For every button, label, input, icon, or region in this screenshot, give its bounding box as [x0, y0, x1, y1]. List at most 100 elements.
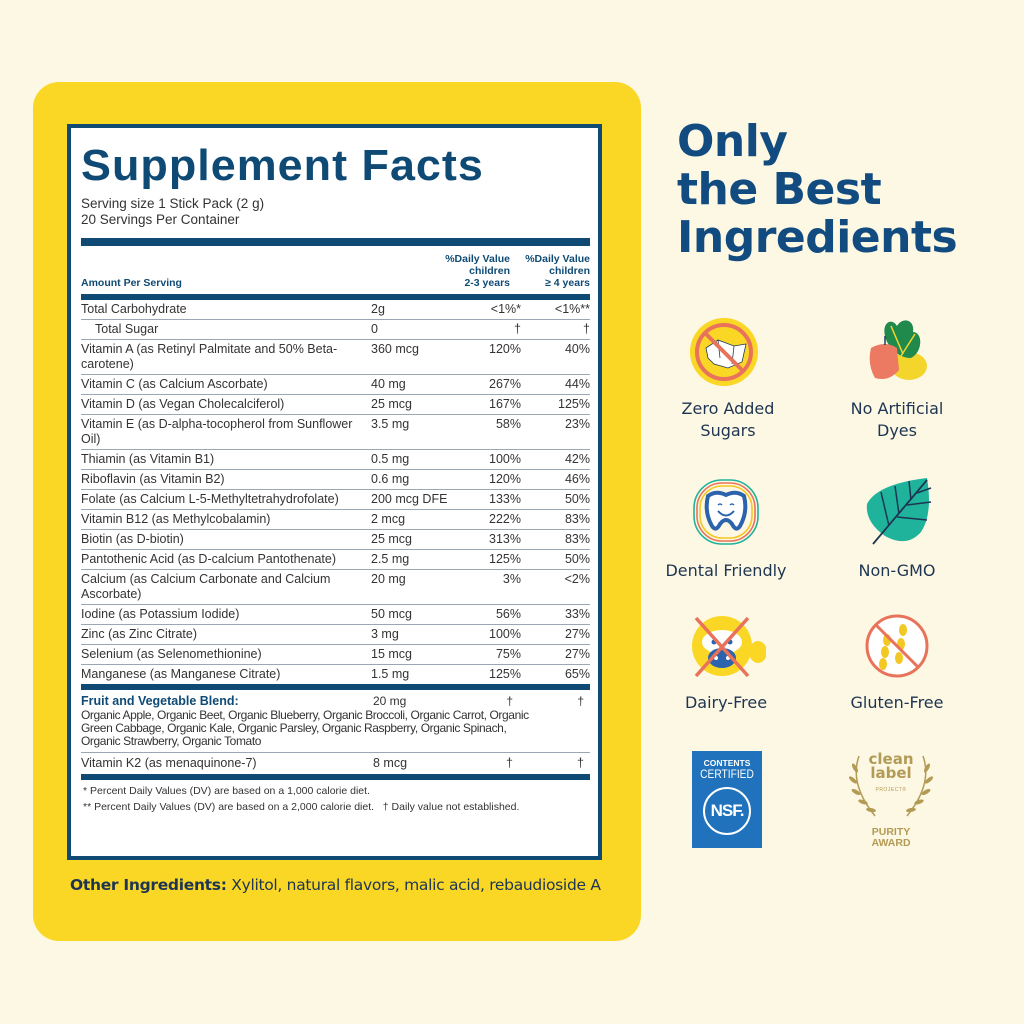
footnote-2: ** Percent Daily Values (DV) are based o…: [83, 801, 520, 813]
nutrient-name: Riboflavin (as Vitamin B2): [81, 472, 225, 486]
nutrient-dv-2-3: 125%: [489, 552, 521, 566]
nutrient-dv-2-3: 100%: [489, 627, 521, 641]
nutrient-name: Iodine (as Potassium Iodide): [81, 607, 240, 621]
nutrient-name: Vitamin C (as Calcium Ascorbate): [81, 377, 268, 391]
nutrient-dv-2-3: 222%: [489, 512, 521, 526]
feature-no-artificial-dyes: No Artificial Dyes: [817, 312, 977, 442]
nutrient-dv-2-3: 267%: [489, 377, 521, 391]
nutrient-row: Total Sugar 0 † †: [81, 319, 590, 339]
blend-dv2: †: [577, 694, 584, 708]
nutrient-amount: 50 mcg: [371, 607, 412, 621]
nutrient-amount: 2 mcg: [371, 512, 406, 526]
nutrient-dv-2-3: 120%: [489, 472, 521, 486]
nutrient-name: Vitamin D (as Vegan Cholecalciferol): [81, 397, 285, 411]
nutrient-name: Manganese (as Manganese Citrate): [81, 667, 281, 681]
nutrient-dv-2-3: 125%: [489, 667, 521, 681]
nutrient-row: Vitamin D (as Vegan Cholecalciferol) 25 m…: [81, 394, 590, 414]
footnote-1: * Percent Daily Values (DV) are based on…: [83, 785, 370, 797]
nutrient-dv-4plus: 83%: [564, 512, 590, 526]
nutrient-dv-4plus: 33%: [564, 607, 590, 621]
blend-ingredients: Organic Apple, Organic Beet, Organic Blu…: [81, 708, 529, 748]
nutrient-amount: 360 mcg: [371, 342, 419, 356]
nutrient-dv-2-3: 313%: [489, 532, 521, 546]
nutrient-row: Vitamin B12 (as Methylcobalamin) 2 mcg 222…: [81, 509, 590, 529]
nutrient-amount: 25 mcg: [371, 532, 412, 546]
nutrient-name: Folate (as Calcium L-5-Methyltetrahydrof…: [81, 492, 339, 506]
nutrient-dv-4plus: 46%: [564, 472, 590, 486]
nutrient-dv-4plus: 50%: [564, 492, 590, 506]
divider-mid: [81, 294, 590, 300]
blend-section: Fruit and Vegetable Blend: 20 mg † † Org…: [81, 690, 590, 752]
nutrient-row: Iodine (as Potassium Iodide) 50 mcg 56% 33%: [81, 604, 590, 624]
nutrient-amount: 0: [371, 322, 378, 336]
feature-dairy-free: Dairy-Free: [646, 606, 806, 714]
nutrient-name: Pantothenic Acid (as D-calcium Pantothen…: [81, 552, 336, 566]
nutrient-row: Vitamin A (as Retinyl Palmitate and 50% …: [81, 339, 590, 374]
nutrient-dv-2-3: 133%: [489, 492, 521, 506]
nutrient-name: Total Carbohydrate: [81, 302, 187, 316]
serving-size: Serving size 1 Stick Pack (2 g): [81, 196, 265, 211]
feature-dental-friendly: Dental Friendly: [646, 474, 806, 582]
nutrient-amount: 2.5 mg: [371, 552, 410, 566]
nutrient-dv-2-3: †: [514, 322, 521, 336]
nutrient-row: Selenium (as Selenomethionine) 15 mcg 75% 2…: [81, 644, 590, 664]
servings-per-container: 20 Servings Per Container: [81, 212, 240, 227]
vitamin-k2-row: Vitamin K2 (as menaquinone-7) 8 mcg † †: [81, 752, 590, 774]
nutrient-name: Vitamin E (as D-alpha-tocopherol from Su…: [81, 417, 353, 446]
nutrient-dv-2-3: 167%: [489, 397, 521, 411]
nutrient-rows: Total Carbohydrate 2g <1%* <1%** Total Sugar…: [81, 300, 590, 684]
nsf-logo-icon: NSF.: [703, 787, 751, 835]
fruit-veg-icon: [857, 312, 937, 392]
nutrient-dv-2-3: 120%: [489, 342, 521, 356]
nutrient-dv-2-3: 58%: [495, 417, 521, 431]
label-title: Supplement Facts: [81, 141, 484, 190]
nutrient-dv-4plus: 23%: [564, 417, 590, 431]
nutrient-name: Thiamin (as Vitamin B1): [81, 452, 215, 466]
nutrient-dv-2-3: 75%: [495, 647, 521, 661]
dv-col2-header: %Daily Value children ≥ 4 years: [525, 253, 590, 289]
nutrient-name: Vitamin B12 (as Methylcobalamin): [81, 512, 271, 526]
leaf-icon: [857, 474, 937, 554]
nutrient-name: Vitamin A (as Retinyl Palmitate and 50% …: [81, 342, 338, 371]
nutrient-row: Manganese (as Manganese Citrate) 1.5 mg 12…: [81, 664, 590, 684]
nutrient-dv-2-3: 100%: [489, 452, 521, 466]
table-header: Amount Per Serving %Daily Value children…: [81, 246, 590, 294]
nutrient-dv-4plus: 83%: [564, 532, 590, 546]
nutrient-amount: 1.5 mg: [371, 667, 410, 681]
supplement-facts-label: Supplement Facts Serving size 1 Stick Pa…: [67, 124, 602, 860]
nutrient-row: Thiamin (as Vitamin B1) 0.5 mg 100% 42%: [81, 449, 590, 469]
nutrient-name: Calcium (as Calcium Carbonate and Calciu…: [81, 572, 331, 601]
serving-info: Serving size 1 Stick Pack (2 g) 20 Servi…: [81, 196, 590, 228]
nutrient-amount: 20 mg: [371, 572, 406, 586]
divider-mid: [81, 774, 590, 780]
nutrient-name: Selenium (as Selenomethionine): [81, 647, 262, 661]
nutrient-amount: 15 mcg: [371, 647, 412, 661]
nutrient-dv-4plus: 50%: [564, 552, 590, 566]
other-ingredients-label: Other Ingredients:: [70, 876, 227, 894]
nutrient-dv-2-3: 56%: [495, 607, 521, 621]
nutrient-amount: 40 mg: [371, 377, 406, 391]
nutrient-row: Pantothenic Acid (as D-calcium Pantothen…: [81, 549, 590, 569]
nutrient-dv-4plus: 27%: [564, 627, 590, 641]
nutrient-row: Vitamin E (as D-alpha-tocopherol from Su…: [81, 414, 590, 449]
blend-name: Fruit and Vegetable Blend:: [81, 694, 239, 708]
clean-label-purity-award-badge: clean label PROJECT® PURITY AWARD: [845, 750, 937, 850]
nutrient-row: Zinc (as Zinc Citrate) 3 mg 100% 27%: [81, 624, 590, 644]
nutrient-row: Riboflavin (as Vitamin B2) 0.6 mg 120% 46%: [81, 469, 590, 489]
nutrient-row: Total Carbohydrate 2g <1%* <1%**: [81, 300, 590, 319]
nutrient-amount: 0.6 mg: [371, 472, 410, 486]
nutrient-dv-4plus: 42%: [564, 452, 590, 466]
blend-amount: 20 mg: [373, 694, 407, 708]
nutrient-dv-4plus: 65%: [564, 667, 590, 681]
feature-zero-added-sugars: Zero Added Sugars: [648, 312, 808, 442]
nutrient-amount: 25 mcg: [371, 397, 412, 411]
no-wheat-icon: [857, 606, 937, 686]
nutrient-dv-4plus: <1%**: [554, 302, 590, 316]
dv-col1-header: %Daily Value children 2-3 years: [445, 253, 510, 289]
nutrient-amount: 3 mg: [371, 627, 399, 641]
nutrient-name: Zinc (as Zinc Citrate): [81, 627, 197, 641]
feature-non-gmo: Non-GMO: [817, 474, 977, 582]
no-sugar-icon: [688, 312, 768, 392]
divider-mid: [81, 684, 590, 690]
nutrient-row: Folate (as Calcium L-5-Methyltetrahydrof…: [81, 489, 590, 509]
